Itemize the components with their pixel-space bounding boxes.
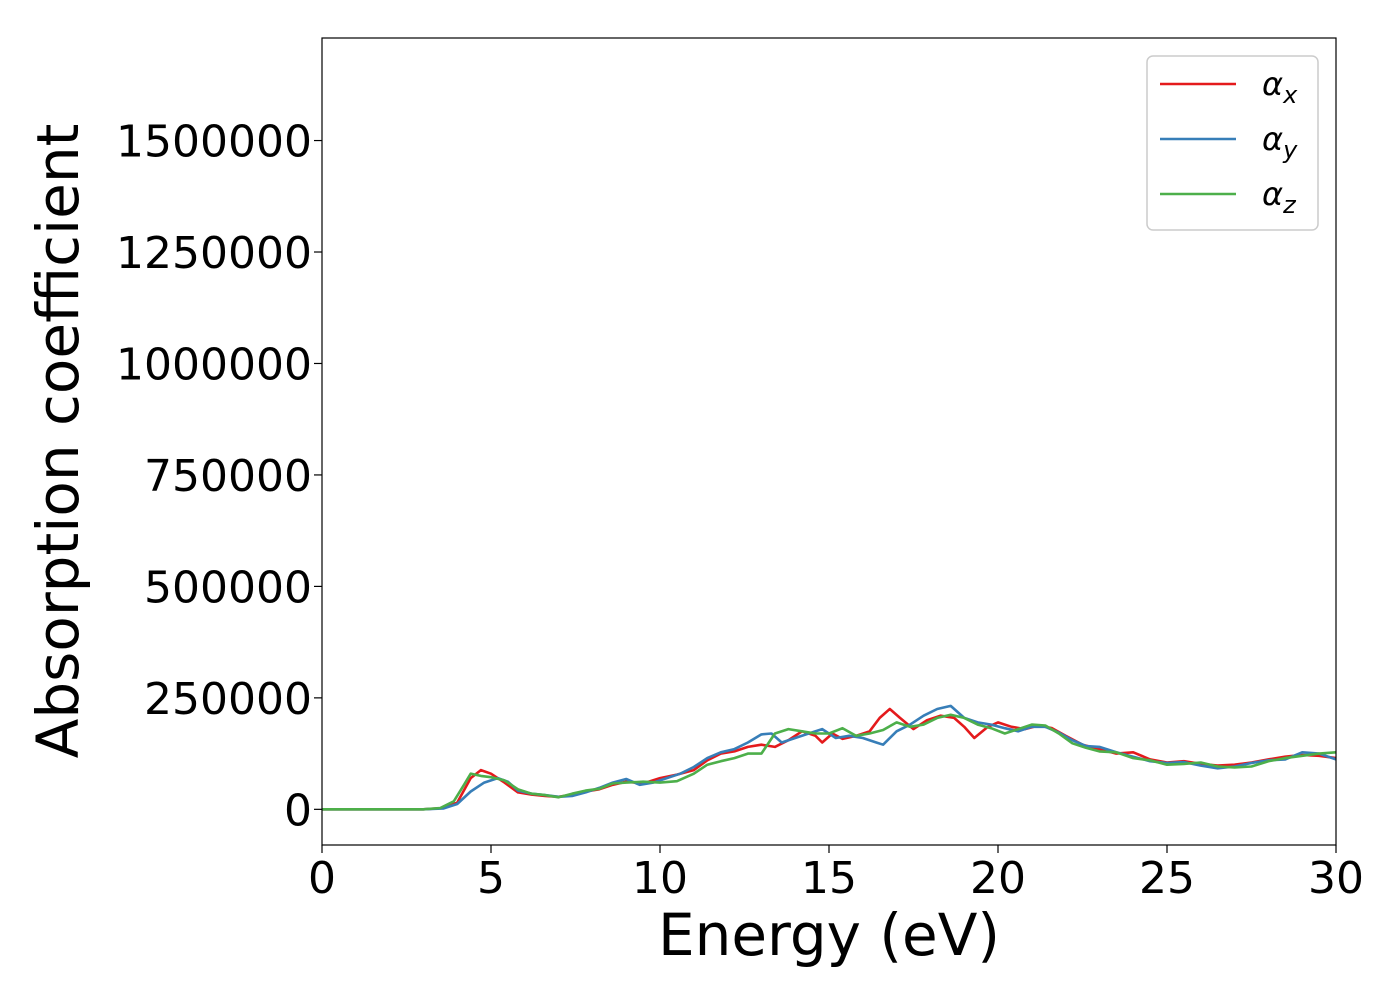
x-tick-label: 30 [1308,853,1364,904]
legend-label-y: αy [1262,120,1298,164]
y-tick-label: 250000 [144,674,312,725]
x-tick-label: 0 [308,853,336,904]
legend-subscript: x [1282,81,1298,109]
x-axis-label: Energy (eV) [658,901,1000,969]
y-tick-label: 0 [284,785,312,836]
legend-alpha: α [1262,175,1283,213]
x-tick-label: 15 [801,853,857,904]
x-tick-label: 25 [1139,853,1195,904]
y-tick-label: 1500000 [116,117,312,168]
series-line-z [322,713,1337,811]
legend-box [1146,55,1319,231]
legend-label-z: αz [1262,175,1297,219]
legend-alpha: α [1262,65,1283,103]
x-tick-label: 20 [970,853,1026,904]
y-tick-label: 1000000 [116,339,312,390]
legend-subscript: z [1282,191,1297,219]
series-layer [322,704,1337,811]
y-axis: 0 250000 500000 750000 1000000 1250000 1500000 [116,117,322,836]
y-axis-label: Absorption coefficient [24,124,92,759]
legend-alpha: α [1262,120,1283,158]
legend-subscript: y [1282,136,1298,164]
y-tick-label: 750000 [144,451,312,502]
x-axis: 0 5 10 15 20 25 30 [308,845,1364,904]
x-tick-label: 10 [632,853,688,904]
x-tick-label: 5 [477,853,505,904]
y-tick-label: 500000 [144,562,312,613]
legend-label-x: αx [1262,65,1298,109]
y-tick-label: 1250000 [116,228,312,279]
